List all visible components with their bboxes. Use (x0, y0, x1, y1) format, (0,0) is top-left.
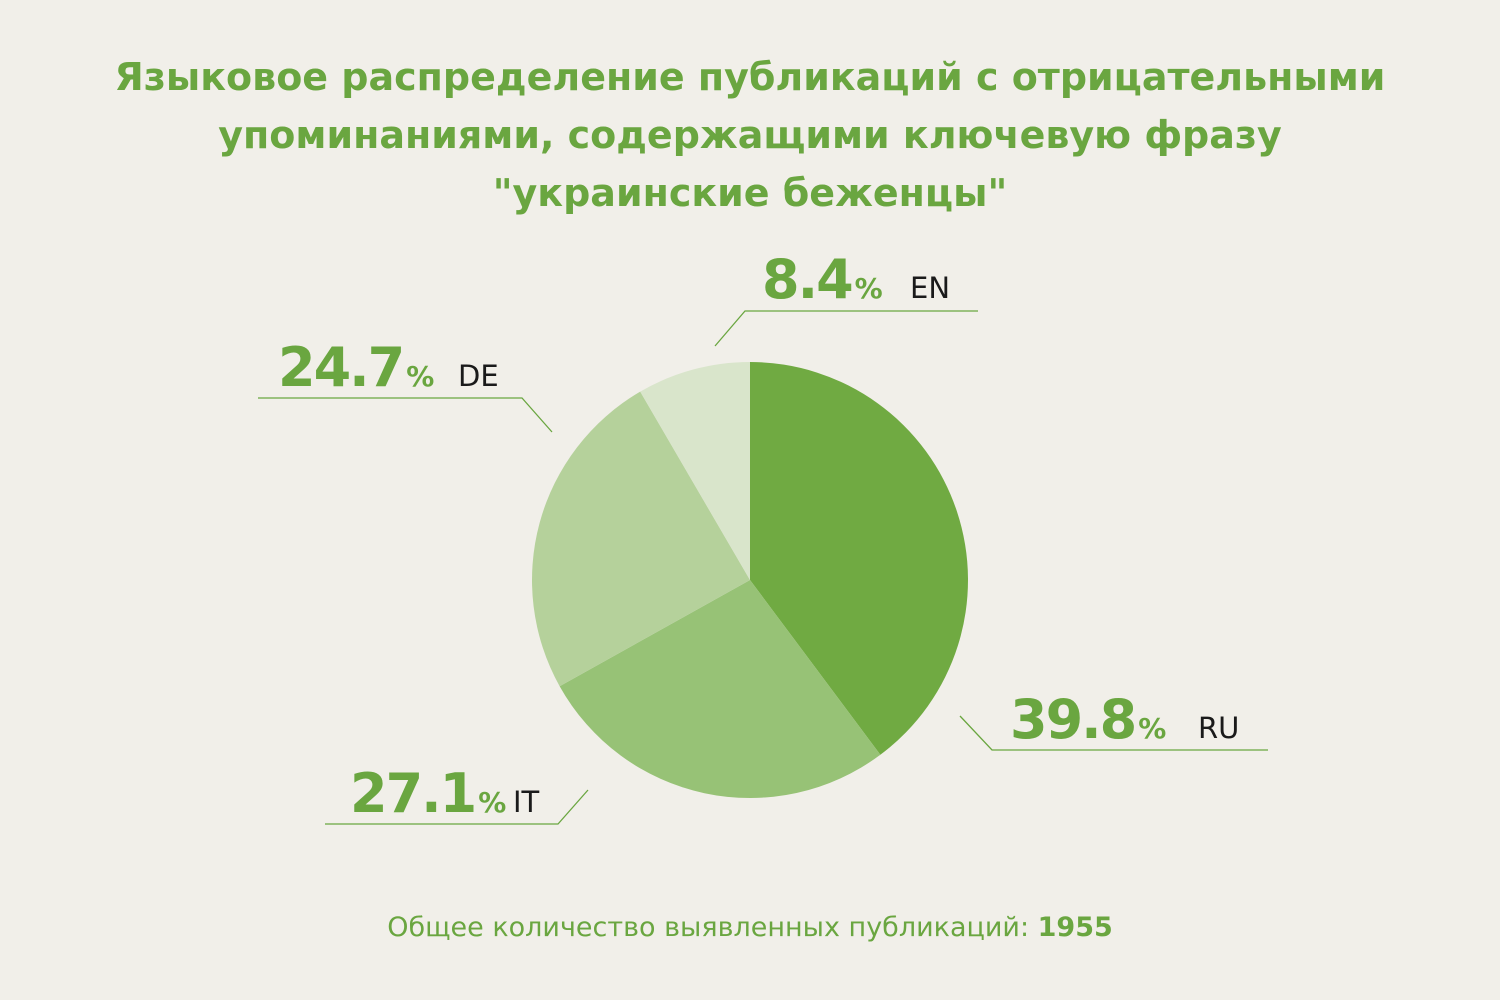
category-label-it: IT (513, 785, 540, 819)
category-label-ru: RU (1198, 711, 1239, 745)
callout-line-en (714, 310, 978, 347)
callout-line-it (325, 789, 589, 825)
data-label-unit: % (1138, 712, 1166, 745)
data-label-value: 24.7 (278, 336, 403, 399)
footer-total: Общее количество выявленных публикаций: … (0, 912, 1500, 943)
pie-slice-de (532, 391, 750, 687)
chart-title-line: Языковое распределение публикаций с отри… (114, 55, 1386, 99)
data-label-value: 39.8 (1010, 688, 1135, 751)
pie-slices (532, 362, 968, 798)
category-label-de: DE (458, 359, 499, 393)
pie-slice-ru (750, 362, 968, 755)
category-label-en: EN (910, 271, 950, 305)
data-label-unit: % (855, 272, 883, 305)
data-label-unit: % (406, 360, 434, 393)
footer-text: Общее количество выявленных публикаций: (387, 912, 1038, 943)
callout-line-ru (959, 715, 1268, 751)
data-label-de: 24.7% (278, 336, 434, 399)
footer-total-value: 1955 (1037, 912, 1113, 943)
chart-title: Языковое распределение публикаций с отри… (0, 48, 1500, 222)
pie-slice-en (640, 362, 750, 580)
callout-line-de (258, 397, 553, 433)
chart-title-line: "украинские беженцы" (492, 171, 1008, 215)
data-label-value: 27.1 (350, 762, 475, 825)
chart-title-line: упоминаниями, содержащими ключевую фразу (218, 113, 1282, 157)
data-label-ru: 39.8% (1010, 688, 1166, 751)
data-label-en: 8.4% (762, 248, 883, 311)
data-label-it: 27.1% (350, 762, 506, 825)
data-label-unit: % (478, 786, 506, 819)
pie-slice-it (559, 580, 881, 798)
data-label-value: 8.4 (762, 248, 852, 311)
